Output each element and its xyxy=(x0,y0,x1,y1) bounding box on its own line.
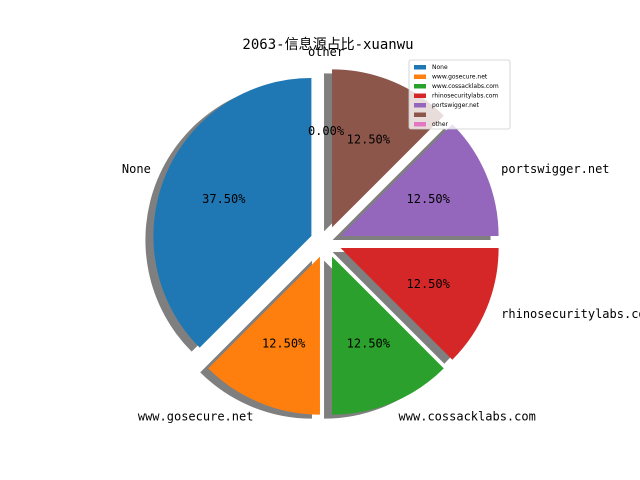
slice-label-other: other xyxy=(308,45,344,59)
legend-label-portswigger-net: portswigger.net xyxy=(432,102,480,109)
percent-label-portswigger-net: 12.50% xyxy=(407,192,451,206)
slice-portswigger-net xyxy=(340,124,499,236)
slice-labels: None www.gosecure.net www.cossacklabs.com r… xyxy=(122,45,640,424)
percent-label-rhinosecuritylabs-com: 12.50% xyxy=(407,277,451,291)
legend: None www.gosecure.net www.cossacklabs.com r… xyxy=(408,59,511,130)
slice-www-gosecure-net xyxy=(208,256,320,415)
chart-title: 2063-信息源占比-xuanwu xyxy=(242,36,413,53)
legend-label-www-gosecure-net: www.gosecure.net xyxy=(432,74,488,81)
pie-slices xyxy=(153,69,499,415)
legend-swatch-portswigger-net xyxy=(414,103,426,108)
legend-swatch-other xyxy=(414,122,426,127)
slice-label-www-gosecure-net: www.gosecure.net xyxy=(138,410,254,424)
legend-label-other: other xyxy=(432,121,449,128)
slice-rhinosecuritylabs-com xyxy=(340,248,499,360)
slice-label-rhinosecuritylabs-com: rhinosecuritylabs.com xyxy=(501,307,640,321)
slice-label-portswigger-net: portswigger.net xyxy=(501,162,609,176)
percent-label-other: 0.00% xyxy=(308,124,345,138)
slice-www-cossacklabs-com xyxy=(332,256,444,415)
legend-swatch-unlabeled xyxy=(414,112,426,117)
legend-swatch-www-gosecure-net xyxy=(414,74,426,79)
slice-label-www-cossacklabs-com: www.cossacklabs.com xyxy=(399,410,536,424)
legend-swatch-none xyxy=(414,65,426,70)
legend-swatch-rhinosecuritylabs-com xyxy=(414,93,426,98)
percent-label-www-cossacklabs-com: 12.50% xyxy=(347,337,391,351)
legend-label-rhinosecuritylabs-com: rhinosecuritylabs.com xyxy=(432,93,498,100)
slice-none xyxy=(153,77,312,348)
slice-label-none: None xyxy=(122,162,151,176)
percent-label-unlabeled: 12.50% xyxy=(347,132,391,146)
legend-swatch-www-cossacklabs-com xyxy=(414,84,426,89)
legend-label-none: None xyxy=(432,64,448,71)
legend-label-www-cossacklabs-com: www.cossacklabs.com xyxy=(432,83,499,90)
percent-labels: 37.50%12.50% 12.50%12.50%12.50%12.50%0.00… xyxy=(202,124,450,351)
percent-label-none: 37.50% xyxy=(202,192,246,206)
percent-label-www-gosecure-net: 12.50% xyxy=(262,337,306,351)
legend-frame xyxy=(408,59,511,130)
